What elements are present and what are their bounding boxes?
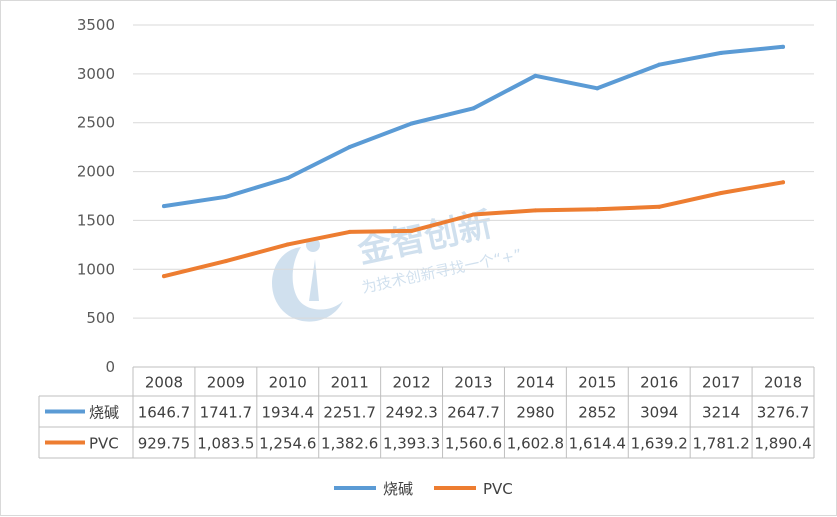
table-cell-value: 1,083.5	[197, 435, 254, 453]
data-point	[223, 194, 228, 199]
series-line-shaojian	[162, 44, 785, 209]
y-tick-label: 2000	[77, 163, 115, 181]
table-series-name: PVC	[89, 435, 119, 453]
table-cell-value: 3276.7	[757, 404, 810, 422]
data-point	[781, 180, 786, 185]
table-cell-value: 1,890.4	[754, 435, 811, 453]
data-point	[781, 44, 786, 49]
data-point	[285, 175, 290, 180]
x-tick-label: 2013	[454, 374, 492, 392]
table-cell-value: 1,393.3	[383, 435, 440, 453]
watermark-logo-stroke-icon	[309, 259, 319, 301]
y-tick-label: 500	[86, 309, 115, 327]
y-tick-label: 1000	[77, 260, 115, 278]
data-point	[595, 207, 600, 212]
table-cell-value: 2980	[516, 404, 554, 422]
data-point	[595, 86, 600, 91]
x-tick-label: 2018	[764, 374, 802, 392]
data-point	[471, 106, 476, 111]
x-tick-label: 2010	[269, 374, 307, 392]
data-point	[285, 242, 290, 247]
watermark: 金智创新 为技术创新寻找一个“+”	[271, 204, 523, 322]
table-cell-value: 1,560.6	[445, 435, 502, 453]
table-cell-value: 2251.7	[323, 404, 376, 422]
x-tick-label: 2011	[331, 374, 369, 392]
data-point	[533, 208, 538, 213]
data-point	[719, 50, 724, 55]
data-point	[409, 121, 414, 126]
table-series-name: 烧碱	[89, 404, 119, 422]
table-cell-value: 2492.3	[385, 404, 438, 422]
y-tick-label: 2500	[77, 114, 115, 132]
x-tick-label: 2015	[578, 374, 616, 392]
table-cell-value: 1,382.6	[321, 435, 378, 453]
table-cell-value: 1,614.4	[569, 435, 626, 453]
y-axis: 0 500 1000 1500 2000 2500 3000 3500	[77, 16, 115, 376]
x-tick-label: 2009	[207, 374, 245, 392]
data-point	[347, 144, 352, 149]
data-point	[161, 274, 166, 279]
gridlines	[133, 24, 814, 368]
table-cell-value: 2852	[578, 404, 616, 422]
data-point	[719, 190, 724, 195]
y-tick-label: 1500	[77, 211, 115, 229]
table-cell-value: 1,781.2	[693, 435, 750, 453]
x-tick-label: 2014	[516, 374, 554, 392]
legend-label: 烧碱	[383, 480, 413, 498]
y-tick-label: 3500	[77, 16, 115, 34]
data-point	[347, 229, 352, 234]
data-point	[533, 73, 538, 78]
data-table: 2008 2009 2010 2011 2012 2013 2014 2015 2016 2017…	[38, 367, 815, 459]
table-cell-value: 929.75	[138, 435, 191, 453]
series-lines	[161, 44, 786, 279]
table-cell-value: 1934.4	[262, 404, 315, 422]
x-tick-label: 2017	[702, 374, 740, 392]
table-cell-value: 1646.7	[138, 404, 191, 422]
data-point	[471, 212, 476, 217]
legend: 烧碱 PVC	[334, 480, 513, 498]
table-cell-value: 1,602.8	[507, 435, 564, 453]
data-point	[657, 62, 662, 67]
table-cell-value: 3094	[640, 404, 678, 422]
table-cell-value: 1,639.2	[631, 435, 688, 453]
table-cell-value: 1,254.6	[259, 435, 316, 453]
y-tick-label: 0	[105, 358, 115, 376]
y-tick-label: 3000	[77, 65, 115, 83]
x-tick-label: 2008	[145, 374, 183, 392]
data-point	[223, 259, 228, 264]
table-cell-value: 3214	[702, 404, 740, 422]
table-cell-value: 1741.7	[200, 404, 253, 422]
x-tick-label: 2012	[392, 374, 430, 392]
data-point	[657, 204, 662, 209]
data-point	[409, 228, 414, 233]
watermark-logo-icon	[271, 247, 343, 322]
table-cell-value: 2647.7	[447, 404, 500, 422]
x-tick-label: 2016	[640, 374, 678, 392]
legend-label: PVC	[483, 480, 513, 498]
data-point	[161, 204, 166, 209]
